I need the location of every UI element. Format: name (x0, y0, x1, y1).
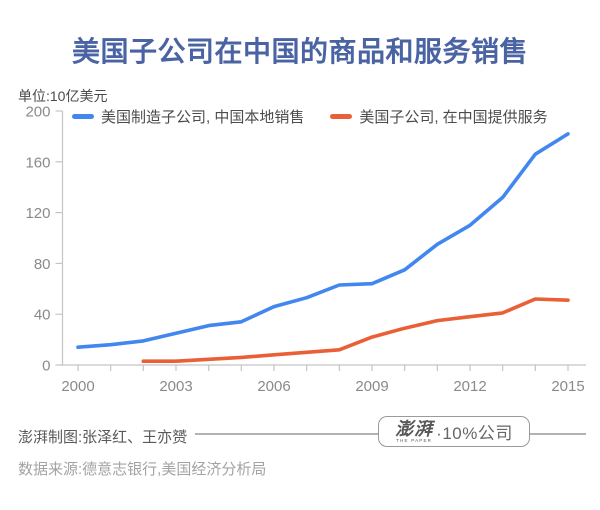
credit-text: 澎湃制图:张泽红、王亦赟 (18, 429, 188, 446)
thepaper-logo-characters: 澎湃 (395, 419, 434, 440)
x-tick-label: 2012 (453, 378, 486, 395)
legend-label-services: 美国子公司, 在中国提供服务 (359, 109, 548, 126)
legend-label-manufacturing-sales: 美国制造子公司, 中国本地销售 (101, 109, 305, 126)
x-tick-label: 2015 (551, 378, 584, 395)
data-source-text: 数据来源:德意志银行,美国经济分析局 (18, 461, 267, 478)
legend-line-swatch-orange (330, 114, 353, 119)
series-line-services (141, 297, 570, 364)
y-tick-label: 80 (34, 256, 51, 273)
x-tick-label: 2000 (61, 378, 94, 395)
footer-rule-right (530, 433, 586, 435)
legend-item-services: 美国子公司, 在中国提供服务 (330, 106, 548, 127)
legend-item-manufacturing-sales: 美国制造子公司, 中国本地销售 (72, 106, 304, 127)
series-line-manufacturing-sales (76, 132, 570, 350)
x-tick-label: 2009 (355, 378, 388, 395)
y-tick-label: 120 (25, 205, 50, 222)
footer-rule-left (195, 433, 378, 435)
y-tick-label: 40 (34, 307, 51, 324)
legend-line-swatch-blue (72, 114, 94, 119)
chart-title: 美国子公司在中国的商品和服务销售 (71, 36, 528, 67)
x-tick-label: 2006 (257, 378, 290, 395)
legend: 美国制造子公司, 中国本地销售 美国子公司, 在中国提供服务 (72, 106, 548, 127)
badge-suffix-label: ·10%公司 (436, 424, 513, 443)
x-tick-label: 2003 (159, 378, 192, 395)
y-tick-label: 200 (25, 104, 50, 121)
thepaper-logo-subtext: THE PAPER (396, 438, 433, 444)
y-tick-label: 160 (25, 154, 50, 171)
y-tick-label: 0 (42, 358, 50, 375)
thepaper-logo-badge: 澎湃 THE PAPER ·10%公司 (378, 416, 530, 447)
thepaper-logo: 澎湃 THE PAPER (395, 420, 433, 444)
unit-label: 单位:10亿美元 (18, 88, 108, 104)
